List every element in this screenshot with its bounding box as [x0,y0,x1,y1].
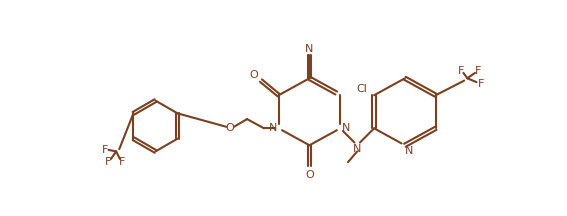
Text: F: F [475,66,481,76]
Text: O: O [226,123,235,133]
Text: F: F [119,157,125,167]
Text: F: F [105,157,112,167]
Text: O: O [305,170,314,179]
Text: F: F [102,145,109,155]
Text: O: O [249,70,259,80]
Text: N: N [269,123,277,133]
Text: N: N [353,144,361,154]
Text: Cl: Cl [357,84,367,94]
Text: F: F [478,79,484,89]
Text: N: N [341,123,350,133]
Text: N: N [305,44,314,54]
Text: F: F [458,66,464,76]
Text: N: N [405,146,413,156]
